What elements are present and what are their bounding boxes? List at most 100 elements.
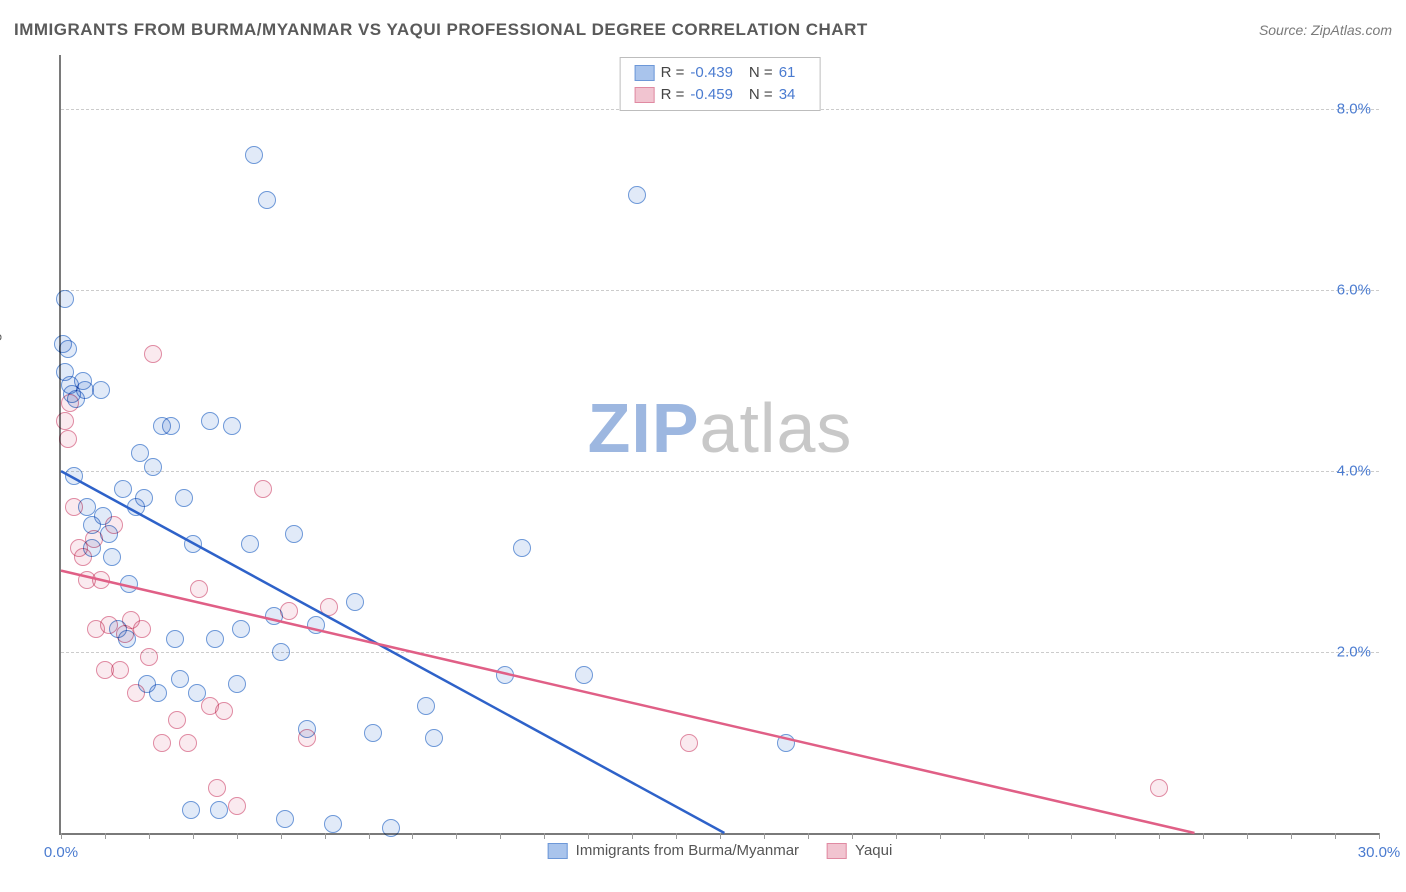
scatter-point — [184, 535, 202, 553]
x-tick-minor — [720, 833, 721, 839]
x-tick-minor — [325, 833, 326, 839]
scatter-point — [680, 734, 698, 752]
gridline-h — [61, 290, 1379, 291]
x-tick-minor — [1071, 833, 1072, 839]
watermark: ZIPatlas — [588, 388, 853, 468]
legend-n-value-2: 34 — [779, 84, 796, 106]
legend-bottom-swatch-1 — [548, 843, 568, 859]
scatter-point — [382, 819, 400, 837]
scatter-point — [135, 489, 153, 507]
scatter-point — [320, 598, 338, 616]
scatter-point — [513, 539, 531, 557]
scatter-point — [92, 571, 110, 589]
scatter-point — [56, 290, 74, 308]
scatter-point — [61, 394, 79, 412]
x-tick-minor — [676, 833, 677, 839]
scatter-point — [364, 724, 382, 742]
x-tick-minor — [940, 833, 941, 839]
scatter-point — [85, 530, 103, 548]
x-tick-minor — [1115, 833, 1116, 839]
scatter-point — [114, 480, 132, 498]
scatter-point — [223, 417, 241, 435]
x-tick-minor — [1203, 833, 1204, 839]
scatter-point — [307, 616, 325, 634]
correlation-legend: R = -0.439 N = 61 R = -0.459 N = 34 — [620, 57, 821, 111]
scatter-point — [346, 593, 364, 611]
legend-r-value-2: -0.459 — [690, 84, 733, 106]
legend-bottom-label-2: Yaqui — [855, 842, 892, 859]
scatter-point — [179, 734, 197, 752]
scatter-point — [206, 630, 224, 648]
scatter-point — [105, 516, 123, 534]
x-tick-minor — [852, 833, 853, 839]
scatter-point — [92, 381, 110, 399]
x-tick-minor — [1247, 833, 1248, 839]
x-tick-minor — [588, 833, 589, 839]
legend-n-label-2: N = — [749, 84, 773, 106]
scatter-point — [324, 815, 342, 833]
x-tick-minor — [1379, 833, 1380, 839]
legend-row-1: R = -0.439 N = 61 — [635, 62, 806, 84]
chart-container: Professional Degree ZIPatlas R = -0.439 … — [14, 55, 1392, 877]
scatter-point — [140, 648, 158, 666]
scatter-point — [175, 489, 193, 507]
scatter-point — [496, 666, 514, 684]
x-tick-minor — [149, 833, 150, 839]
scatter-point — [228, 797, 246, 815]
x-tick-minor — [193, 833, 194, 839]
legend-r-label-2: R = — [661, 84, 685, 106]
scatter-point — [232, 620, 250, 638]
legend-row-2: R = -0.459 N = 34 — [635, 84, 806, 106]
scatter-point — [425, 729, 443, 747]
trend-lines — [61, 55, 1379, 833]
legend-item-1: Immigrants from Burma/Myanmar — [548, 842, 799, 859]
legend-swatch-2 — [635, 87, 655, 103]
scatter-point — [133, 620, 151, 638]
legend-item-2: Yaqui — [827, 842, 892, 859]
legend-swatch-1 — [635, 65, 655, 81]
legend-r-label-1: R = — [661, 62, 685, 84]
scatter-point — [280, 602, 298, 620]
x-tick-minor — [808, 833, 809, 839]
x-tick-minor — [281, 833, 282, 839]
scatter-point — [285, 525, 303, 543]
legend-bottom-label-1: Immigrants from Burma/Myanmar — [576, 842, 799, 859]
x-tick-minor — [1028, 833, 1029, 839]
scatter-point — [54, 335, 72, 353]
scatter-point — [65, 498, 83, 516]
scatter-point — [777, 734, 795, 752]
y-tick-label: 4.0% — [1337, 463, 1371, 480]
scatter-point — [168, 711, 186, 729]
gridline-h — [61, 471, 1379, 472]
scatter-point — [258, 191, 276, 209]
scatter-point — [111, 661, 129, 679]
scatter-point — [59, 430, 77, 448]
scatter-point — [149, 684, 167, 702]
scatter-point — [201, 412, 219, 430]
x-tick-label: 30.0% — [1358, 844, 1401, 861]
scatter-point — [120, 575, 138, 593]
scatter-point — [153, 734, 171, 752]
y-tick-label: 2.0% — [1337, 644, 1371, 661]
scatter-point — [182, 801, 200, 819]
scatter-point — [166, 630, 184, 648]
scatter-point — [144, 345, 162, 363]
scatter-point — [575, 666, 593, 684]
x-tick-minor — [500, 833, 501, 839]
scatter-point — [228, 675, 246, 693]
scatter-point — [74, 548, 92, 566]
scatter-point — [1150, 779, 1168, 797]
x-tick-minor — [105, 833, 106, 839]
x-tick-minor — [61, 833, 62, 839]
watermark-atlas: atlas — [700, 389, 853, 467]
scatter-point — [171, 670, 189, 688]
y-axis-title: Professional Degree — [0, 311, 3, 447]
x-tick-minor — [764, 833, 765, 839]
scatter-point — [417, 697, 435, 715]
gridline-h — [61, 652, 1379, 653]
x-tick-minor — [456, 833, 457, 839]
scatter-point — [298, 729, 316, 747]
scatter-point — [103, 548, 121, 566]
series-legend: Immigrants from Burma/Myanmar Yaqui — [540, 842, 901, 859]
scatter-point — [210, 801, 228, 819]
